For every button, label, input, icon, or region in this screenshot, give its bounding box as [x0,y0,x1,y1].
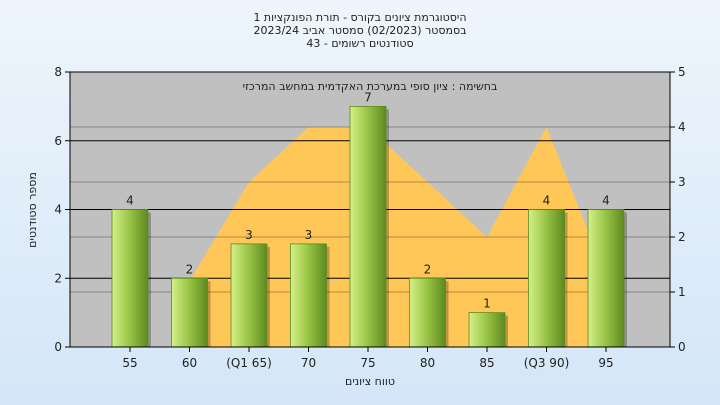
bar-7 [528,209,565,348]
y-tick-label-3: 6 [54,134,62,148]
x-tick-label-0: 55 [122,356,137,370]
bar-value-label-2: 3 [245,228,253,242]
bar-value-label-7: 4 [543,194,551,208]
y-tick-label-2: 4 [54,203,62,217]
bar-value-label-1: 2 [186,262,194,276]
x-axis: 55 60 (Q1 65) 70 75 80 85 (Q3 90) 95 [70,346,670,370]
bar-3 [290,243,327,348]
y2-tick-label-1: 1 [678,285,686,299]
y2-tick-label-2: 2 [678,230,686,244]
chart-note: בחשימה : ציון סופי במערכת האקדמית במחשב … [243,80,498,93]
y-tick-label-4: 8 [54,65,62,79]
chart-title: היסטוגרמת ציונים בקורס - תורת הפונקציות … [253,11,466,50]
y2-tick-label-3: 3 [678,175,686,189]
bars-group: 4 2 3 3 7 2 1 4 4 [111,90,627,348]
x-tick-label-7: (Q3 90) [524,356,570,370]
bar-value-label-3: 3 [305,228,313,242]
y2-tick-label-4: 4 [678,120,686,134]
bar-value-label-5: 2 [424,262,432,276]
y-tick-label-1: 2 [54,271,62,285]
y-tick-label-0: 0 [54,340,62,354]
y-axis-title: מספר סטודנטים [26,172,39,248]
x-tick-label-8: 95 [598,356,613,370]
bar-8 [587,209,625,348]
y2-tick-label-5: 5 [678,65,686,79]
y-axis-left: 0 2 4 6 8 [54,65,71,354]
y2-tick-label-0: 0 [678,340,686,354]
x-tick-label-1: 60 [182,356,197,370]
title-line-1: היסטוגרמת ציונים בקורס - תורת הפונקציות … [253,11,466,24]
bar-5 [409,277,446,348]
bar-value-label-6: 1 [483,297,491,311]
x-axis-title: טווח ציונים [345,375,395,388]
bar-value-label-8: 4 [602,194,610,208]
bar-2 [230,243,268,348]
x-tick-label-5: 80 [420,356,435,370]
x-tick-label-4: 75 [360,356,375,370]
y-axis-right: 0 1 2 3 4 5 [669,65,686,354]
x-tick-label-3: 70 [301,356,316,370]
x-tick-label-6: 85 [479,356,494,370]
bar-value-label-4: 7 [364,90,372,104]
title-line-2: בסמסטר (02/2023) סמסטר אביב 2023/24 [253,24,466,37]
bar-0 [111,209,149,348]
title-line-3: סטודנטים רשומים - 43 [306,37,413,50]
bar-4 [349,105,387,348]
x-tick-label-2: (Q1 65) [226,356,272,370]
bar-1 [171,277,208,348]
bar-value-label-0: 4 [126,194,134,208]
bar-6 [468,312,506,348]
